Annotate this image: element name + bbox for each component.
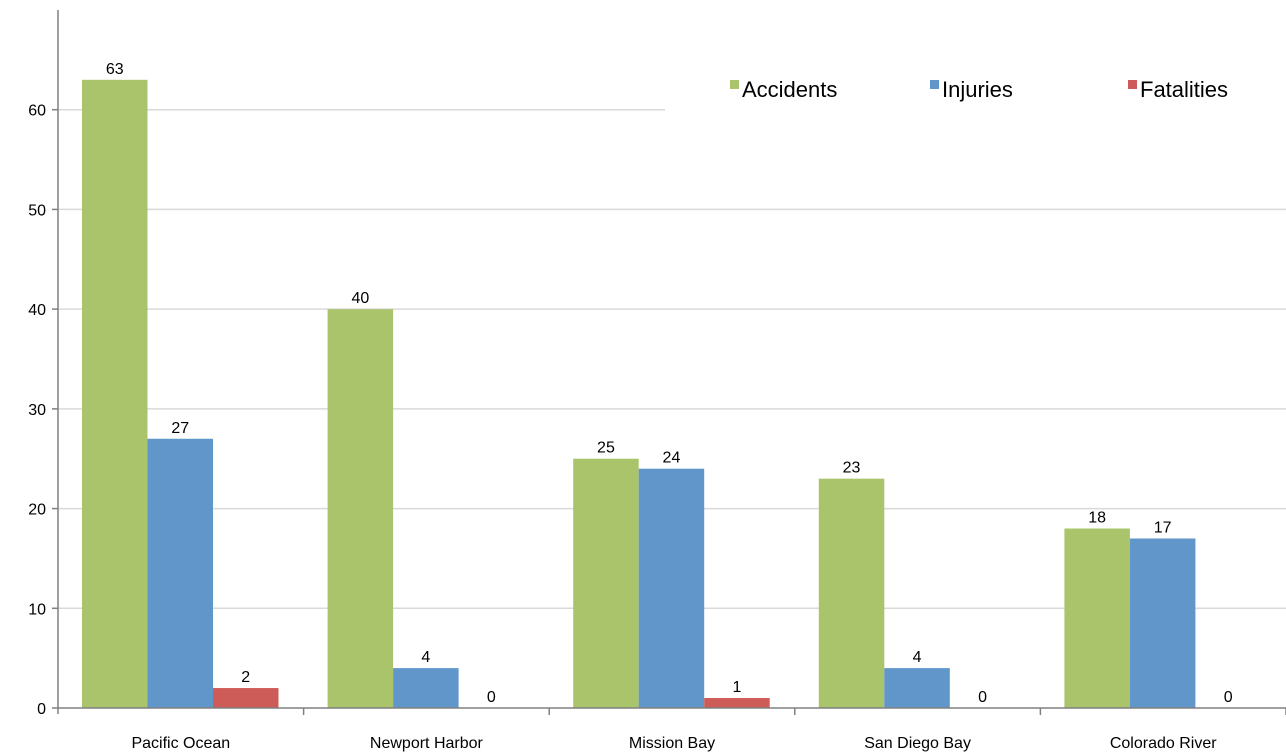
data-label-accidents-2: 25: [597, 440, 615, 457]
bar-injuries-4: [1129, 538, 1196, 708]
y-tick-label-0: 0: [37, 701, 46, 718]
data-label-injuries-0: 27: [171, 420, 189, 437]
data-label-accidents-1: 40: [351, 290, 369, 307]
legend-swatch-injuries: [930, 80, 939, 89]
legend: Accidents Injuries Fatalities: [730, 77, 1228, 102]
legend-label-accidents: Accidents: [742, 77, 837, 102]
bars: [82, 79, 1196, 709]
data-label-injuries-1: 4: [421, 649, 430, 666]
x-tick-label-0: Pacific Ocean: [131, 735, 230, 752]
data-label-fatalities-4: 0: [1224, 689, 1233, 706]
y-tick-label-60: 60: [28, 103, 46, 120]
bar-accidents-1: [327, 309, 394, 708]
x-tick-label-1: Newport Harbor: [370, 735, 484, 752]
data-label-fatalities-2: 1: [732, 679, 741, 696]
bar-injuries-2: [638, 468, 705, 708]
bar-accidents-0: [82, 79, 148, 709]
data-label-accidents-3: 23: [843, 460, 861, 477]
data-label-injuries-3: 4: [913, 649, 922, 666]
bar-accidents-3: [818, 478, 885, 708]
legend-label-fatalities: Fatalities: [1140, 77, 1228, 102]
data-label-fatalities-0: 2: [241, 669, 250, 686]
y-tick-label-30: 30: [28, 402, 46, 419]
bar-injuries-0: [147, 438, 213, 708]
bar-fatalities-0: [213, 688, 279, 708]
data-label-injuries-4: 17: [1154, 519, 1172, 536]
y-tick-label-20: 20: [28, 502, 46, 519]
y-tick-label-10: 10: [28, 601, 46, 618]
legend-label-injuries: Injuries: [942, 77, 1013, 102]
x-tick-label-4: Colorado River: [1110, 735, 1217, 752]
data-label-injuries-2: 24: [663, 450, 681, 467]
bar-fatalities-2: [704, 698, 770, 708]
legend-swatch-fatalities: [1128, 80, 1137, 89]
data-label-fatalities-3: 0: [978, 689, 987, 706]
legend-swatch-accidents: [730, 80, 739, 89]
bar-accidents-4: [1064, 528, 1130, 708]
bar-injuries-1: [393, 668, 459, 708]
data-label-accidents-0: 63: [106, 61, 124, 78]
x-tick-label-3: San Diego Bay: [864, 735, 971, 752]
data-label-accidents-4: 18: [1088, 510, 1106, 527]
bar-injuries-3: [884, 668, 950, 708]
y-tick-label-40: 40: [28, 302, 46, 319]
bar-accidents-2: [573, 458, 639, 708]
data-label-fatalities-1: 0: [487, 689, 496, 706]
y-tick-label-50: 50: [28, 202, 46, 219]
x-tick-label-2: Mission Bay: [629, 735, 715, 752]
